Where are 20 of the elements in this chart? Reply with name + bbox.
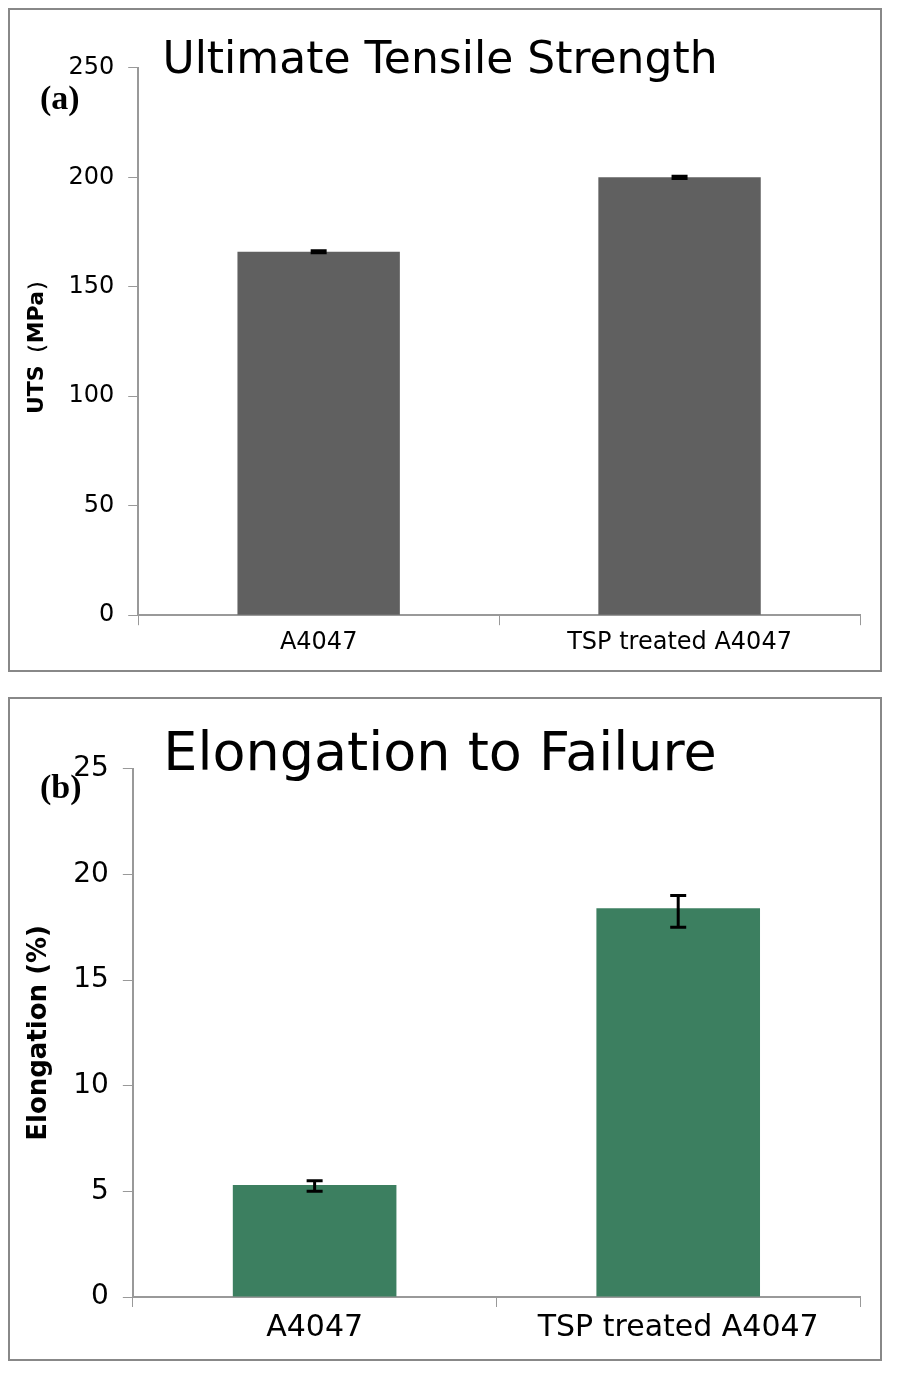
y-tick-label: 50 bbox=[83, 489, 115, 518]
y-axis-title: UTS（MPa） bbox=[22, 269, 48, 414]
x-tick-label: A4047 bbox=[266, 1307, 364, 1343]
y-tick-label: 0 bbox=[98, 599, 115, 628]
y-tick-label: 150 bbox=[68, 270, 115, 299]
y-tick-label: 20 bbox=[73, 855, 109, 889]
chart-title: Ultimate Tensile Strength bbox=[162, 31, 718, 83]
y-tick-label: 250 bbox=[68, 52, 115, 81]
x-tick-label: TSP treated A4047 bbox=[536, 1307, 819, 1343]
x-tick-label: A4047 bbox=[279, 626, 358, 655]
y-tick-label: 0 bbox=[91, 1278, 109, 1312]
x-tick-label: TSP treated A4047 bbox=[566, 626, 792, 655]
y-tick-label: 200 bbox=[68, 161, 115, 190]
y-tick-label: 100 bbox=[68, 380, 115, 409]
y-tick-label: 10 bbox=[73, 1067, 109, 1100]
y-tick-label: 15 bbox=[73, 961, 109, 995]
y-tick-label: 5 bbox=[91, 1172, 109, 1206]
text: (a) bbox=[40, 78, 80, 117]
chart-title: Elongation to Failure bbox=[163, 720, 717, 784]
y-axis-title: Elongation (%) bbox=[22, 925, 53, 1141]
